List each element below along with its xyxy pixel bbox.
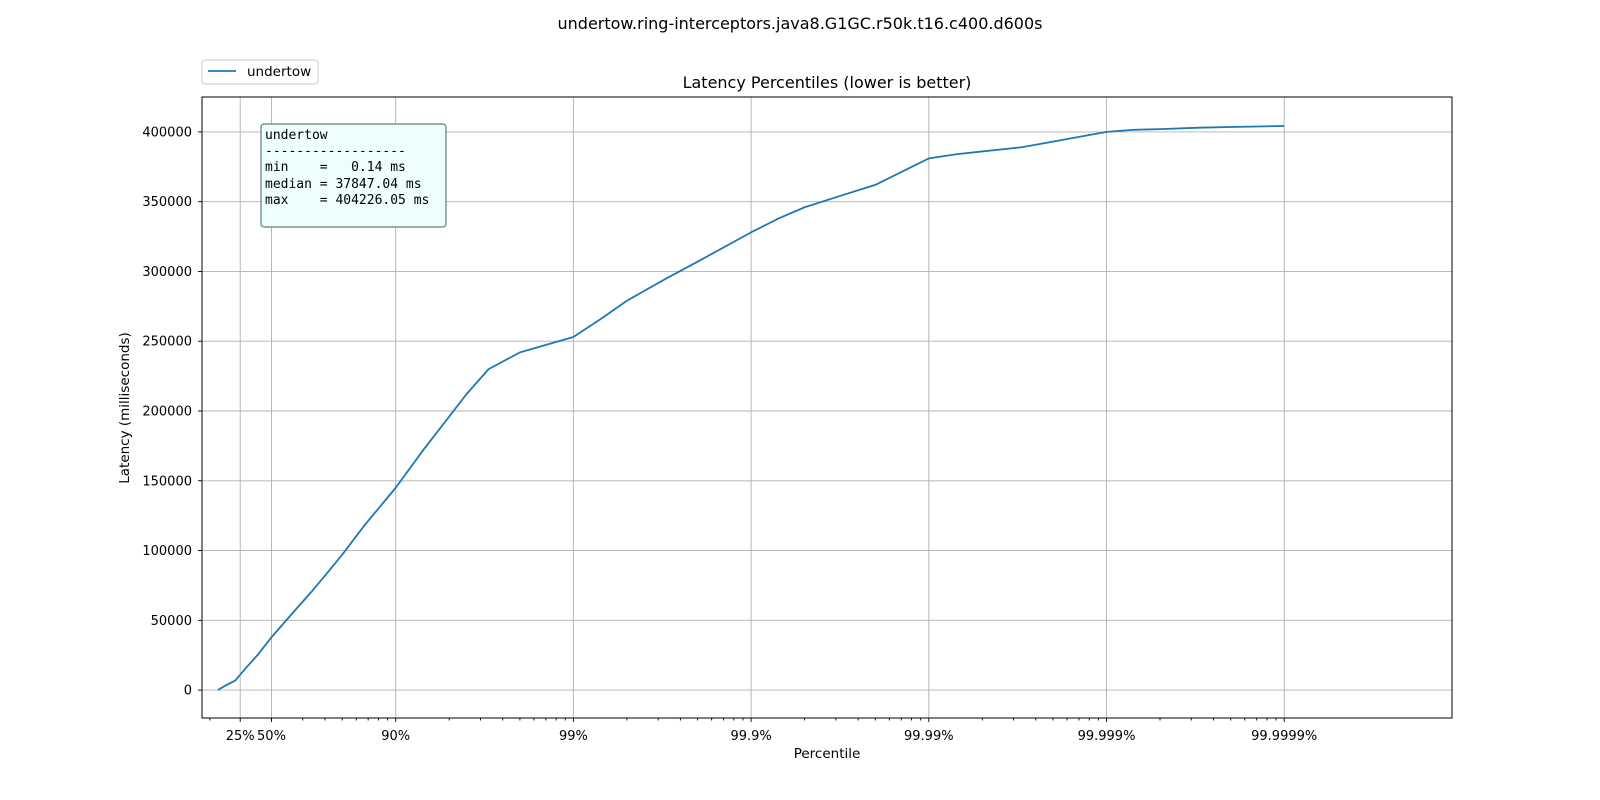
y-tick-label: 350000 — [142, 195, 192, 210]
y-tick-label: 0 — [184, 684, 192, 699]
stats-median: median = 37847.04 ms — [265, 177, 422, 192]
x-tick-label: 99.999% — [1078, 729, 1136, 744]
x-tick-label: 25% — [226, 729, 255, 744]
y-tick-label: 250000 — [142, 335, 192, 350]
x-tick-label: 99.99% — [904, 729, 954, 744]
axis-ticks: 0 50000 100000 150000 200000 250000 300000 3500… — [142, 125, 1317, 744]
y-tick-label: 50000 — [151, 614, 192, 629]
x-tick-label: 99.9% — [730, 729, 771, 744]
y-tick-label: 400000 — [142, 125, 192, 140]
stats-divider: ------------------ — [265, 144, 406, 159]
stats-annotation-box — [260, 123, 447, 228]
x-tick-label: 99% — [559, 729, 588, 744]
x-tick-label: 99.9999% — [1251, 729, 1317, 744]
stats-annotation: undertow ------------------ min = 0.14 m… — [260, 123, 447, 228]
y-tick-label: 100000 — [142, 544, 192, 559]
stats-series-name: undertow — [265, 128, 328, 143]
stats-max: max = 404226.05 ms — [265, 193, 429, 208]
x-tick-label: 50% — [257, 729, 286, 744]
y-tick-label: 200000 — [142, 404, 192, 419]
legend-entry-undertow: undertow — [247, 64, 311, 80]
plot-area-frame — [201, 96, 1453, 719]
series-line-undertow — [217, 125, 1285, 691]
y-axis-label: Latency (milliseconds) — [117, 332, 133, 484]
x-tick-label: 90% — [381, 729, 410, 744]
chart-title: Latency Percentiles (lower is better) — [683, 73, 972, 92]
series-layer — [217, 125, 1285, 691]
y-tick-label: 150000 — [142, 474, 192, 489]
x-axis-label: Percentile — [794, 746, 861, 762]
stats-min: min = 0.14 ms — [265, 160, 406, 175]
legend: undertow — [201, 59, 319, 85]
legend-box — [201, 59, 319, 85]
y-tick-label: 300000 — [142, 265, 192, 280]
figure-title: undertow.ring-interceptors.java8.G1GC.r5… — [558, 14, 1043, 33]
